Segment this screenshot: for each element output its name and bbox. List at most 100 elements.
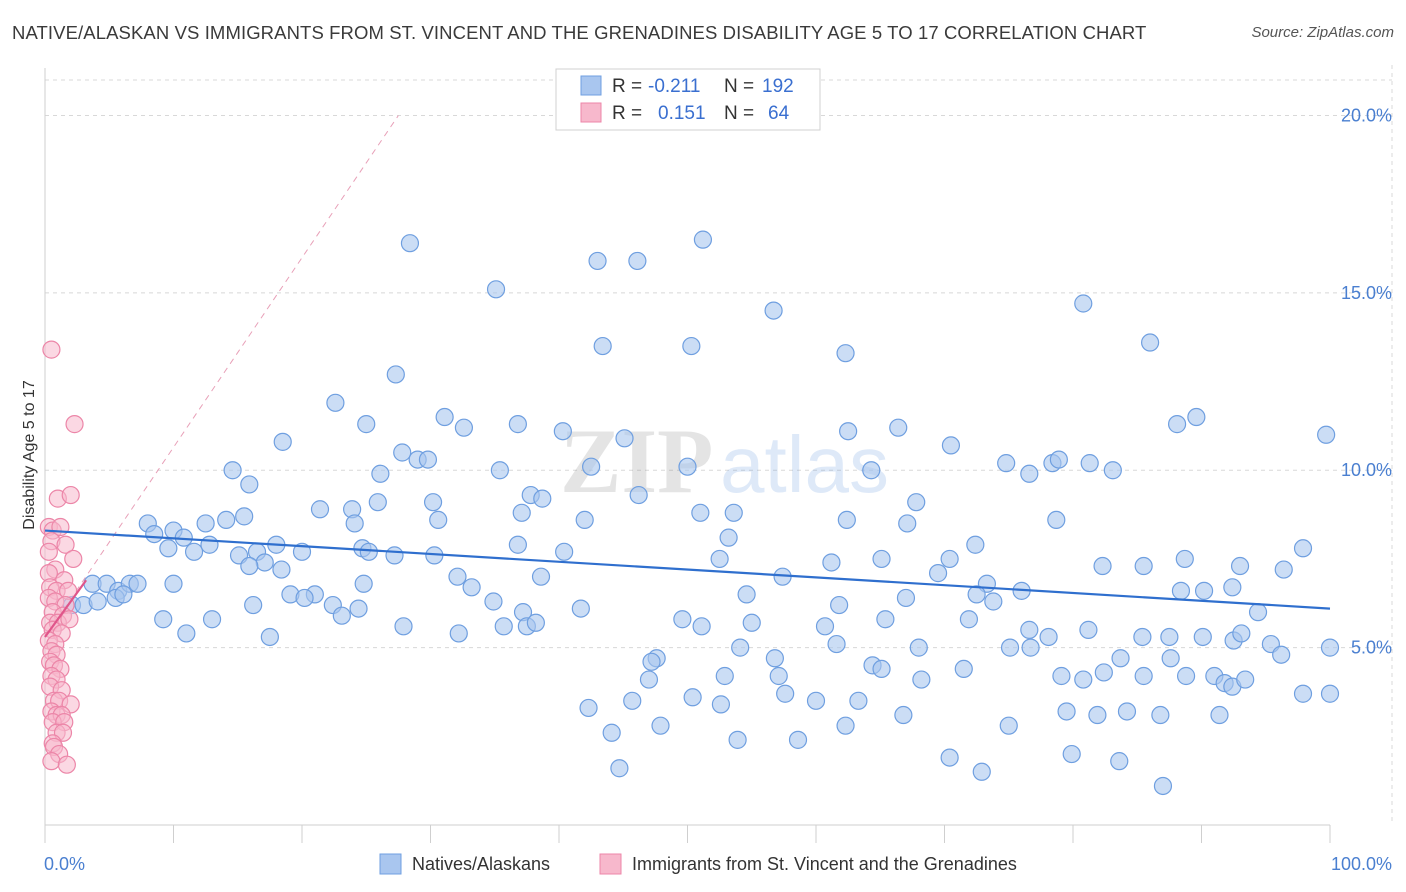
native-alaskan-point <box>484 592 503 611</box>
native-alaskan-point <box>295 588 314 608</box>
immigrant-point <box>39 542 58 561</box>
native-alaskan-point <box>724 503 743 522</box>
native-alaskan-point <box>836 344 855 363</box>
native-alaskan-point <box>1103 461 1122 480</box>
native-alaskan-point <box>429 510 448 530</box>
immigrant-point <box>57 755 76 774</box>
native-alaskan-point <box>1151 705 1170 725</box>
native-alaskan-point <box>769 666 788 686</box>
native-alaskan-point <box>972 762 991 781</box>
top-legend: R = -0.211 N = 192 R = 0.151 N = 64 <box>555 68 821 131</box>
native-alaskan-point <box>1133 627 1152 647</box>
native-alaskan-point <box>639 670 659 689</box>
native-alaskan-point <box>1052 666 1071 686</box>
native-alaskan-point <box>575 510 594 530</box>
native-alaskan-point <box>114 585 133 604</box>
native-alaskan-point <box>1187 407 1206 427</box>
x-tick-label: 100.0% <box>1331 854 1392 874</box>
native-alaskan-point <box>941 436 961 455</box>
native-alaskan-point <box>1074 670 1093 689</box>
y-tick-label: 15.0% <box>1341 283 1392 303</box>
native-alaskan-point <box>555 542 574 561</box>
native-alaskan-point <box>508 415 527 434</box>
bottom-legend: Natives/Alaskans Immigrants from St. Vin… <box>379 853 1017 875</box>
native-alaskan-point <box>582 457 601 476</box>
bottom-legend-swatch-blue <box>379 853 402 875</box>
native-alaskan-point <box>1317 425 1336 444</box>
native-alaskan-point <box>1167 415 1187 434</box>
immigrant-point <box>61 485 80 505</box>
native-alaskan-point <box>815 617 835 636</box>
native-alaskan-point <box>508 535 527 554</box>
native-alaskan-point <box>200 535 219 554</box>
native-alaskan-point <box>1293 539 1313 558</box>
native-alaskan-point <box>719 528 738 547</box>
native-alaskan-point <box>385 546 404 565</box>
native-alaskan-point <box>1020 620 1039 639</box>
trend-lines <box>44 529 1331 638</box>
native-alaskan-point <box>822 553 841 572</box>
native-alaskan-point <box>912 670 931 689</box>
bottom-legend-label: Immigrants from St. Vincent and the Gren… <box>632 854 1017 874</box>
y-tick-label: 20.0% <box>1341 105 1392 125</box>
native-alaskan-points <box>62 230 1340 796</box>
native-alaskan-point <box>1320 684 1340 703</box>
watermark-atlas: atlas <box>720 420 889 509</box>
native-alaskan-point <box>967 585 986 604</box>
legend-swatch-blue <box>580 75 602 96</box>
native-alaskan-point <box>418 450 438 469</box>
native-alaskan-point <box>394 617 413 636</box>
immigrant-trend-line <box>44 579 88 638</box>
immigrant-point <box>64 549 83 569</box>
native-alaskan-point <box>393 443 412 462</box>
native-alaskan-point <box>651 716 670 735</box>
native-alaskan-point <box>959 610 979 629</box>
native-alaskan-point <box>292 542 312 561</box>
native-alaskan-point <box>1236 670 1255 689</box>
legend-n-value: 64 <box>768 103 790 124</box>
chart-title: NATIVE/ALASKAN VS IMMIGRANTS FROM ST. VI… <box>12 22 1147 43</box>
native-alaskan-point <box>615 429 634 448</box>
native-alaskan-point <box>711 695 731 714</box>
native-alaskan-point <box>1000 638 1020 657</box>
native-alaskan-point <box>1117 702 1137 721</box>
immigrant-point <box>56 535 75 554</box>
native-alaskan-point <box>494 617 513 636</box>
native-alaskan-point <box>862 461 881 480</box>
native-alaskan-point <box>145 524 164 544</box>
native-alaskan-point <box>579 698 598 718</box>
native-alaskan-point <box>486 280 506 299</box>
native-alaskan-point <box>765 649 784 668</box>
native-alaskan-point <box>889 418 908 437</box>
native-alaskan-point <box>1161 649 1180 668</box>
axes <box>44 68 1331 843</box>
native-alaskan-point <box>1110 752 1129 771</box>
native-alaskan-point <box>1021 638 1040 657</box>
immigrant-point <box>65 415 84 434</box>
native-alaskan-point <box>1272 645 1291 664</box>
native-alaskan-point <box>907 493 926 512</box>
native-alaskan-point <box>1193 627 1212 647</box>
native-alaskan-point <box>691 503 710 522</box>
native-alaskan-point <box>1049 450 1068 469</box>
native-alaskan-point <box>839 422 858 441</box>
pink-trend-extension <box>44 115 399 638</box>
native-alaskan-point <box>894 705 913 725</box>
legend-n-label: N = <box>724 103 754 124</box>
native-alaskan-point <box>1088 705 1107 725</box>
native-alaskan-point <box>1020 464 1039 483</box>
native-alaskan-point <box>623 691 642 710</box>
native-alaskan-point <box>1079 620 1098 639</box>
native-alaskan-point <box>553 422 572 441</box>
native-alaskan-point <box>1223 578 1242 597</box>
watermark: ZIP atlas <box>560 410 889 512</box>
native-alaskan-point <box>673 610 692 629</box>
native-alaskan-point <box>448 567 467 586</box>
native-alaskan-point <box>164 574 183 593</box>
native-alaskan-point <box>837 510 856 530</box>
native-alaskan-point <box>1175 549 1194 569</box>
native-alaskan-point <box>244 595 263 615</box>
native-alaskan-point <box>310 500 330 519</box>
native-alaskan-point <box>1232 624 1251 643</box>
